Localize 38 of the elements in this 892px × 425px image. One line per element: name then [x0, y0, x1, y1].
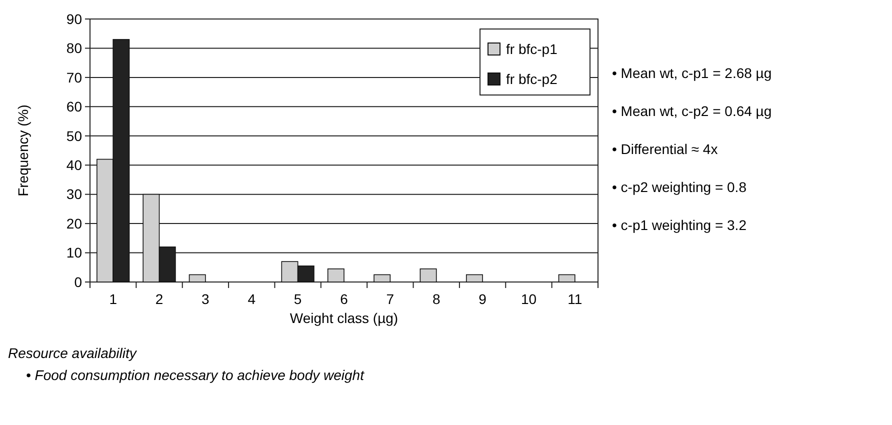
x-tick-label: 11 [568, 291, 582, 307]
legend-label: fr bfc-p1 [506, 40, 558, 57]
x-tick-label: 7 [386, 291, 394, 307]
text: • Mean wt, c-p1 = 2.68 µg [612, 65, 772, 81]
x-tick-label: 3 [202, 291, 210, 307]
y-tick-label: 20 [66, 215, 82, 232]
text: • c-p1 weighting = 3.2 [612, 217, 747, 233]
text: • Food consumption necessary to achieve body weight [26, 367, 366, 383]
y-tick-label: 30 [66, 186, 82, 202]
y-tick-label: 90 [66, 10, 82, 27]
y-tick-label: 0 [74, 274, 82, 290]
y-tick-label: 70 [66, 69, 82, 86]
y-tick-label: 80 [66, 40, 82, 56]
x-tick-label: 8 [432, 291, 440, 307]
bar [466, 274, 483, 282]
x-tick-label: 6 [340, 291, 348, 307]
x-tick-label: 5 [294, 291, 302, 307]
y-tick-label: 60 [66, 98, 82, 115]
text: • Mean wt, c-p2 = 0.64 µg [612, 103, 772, 119]
y-tick-label: 10 [66, 244, 82, 261]
bar [420, 268, 437, 282]
x-tick-label: 4 [248, 291, 256, 307]
y-axis-title: Frequency (%) [15, 104, 31, 196]
text: Resource availability [8, 345, 138, 361]
x-tick-label: 2 [155, 291, 164, 307]
legend-label: fr bfc-p2 [506, 70, 558, 87]
bar [327, 268, 344, 282]
y-tick-label: 40 [66, 157, 82, 174]
x-axis-title: Weight class (µg) [290, 310, 398, 326]
bar [558, 274, 576, 282]
y-tick-label: 50 [66, 128, 82, 144]
x-tick-label: 9 [478, 291, 487, 307]
x-tick-label: 1 [109, 291, 118, 307]
text: • c-p2 weighting = 0.8 [612, 179, 747, 195]
text: • Differential ≈ 4x [612, 141, 718, 157]
bar [374, 274, 391, 282]
bar [188, 274, 206, 282]
x-tick-label: 10 [520, 291, 537, 307]
